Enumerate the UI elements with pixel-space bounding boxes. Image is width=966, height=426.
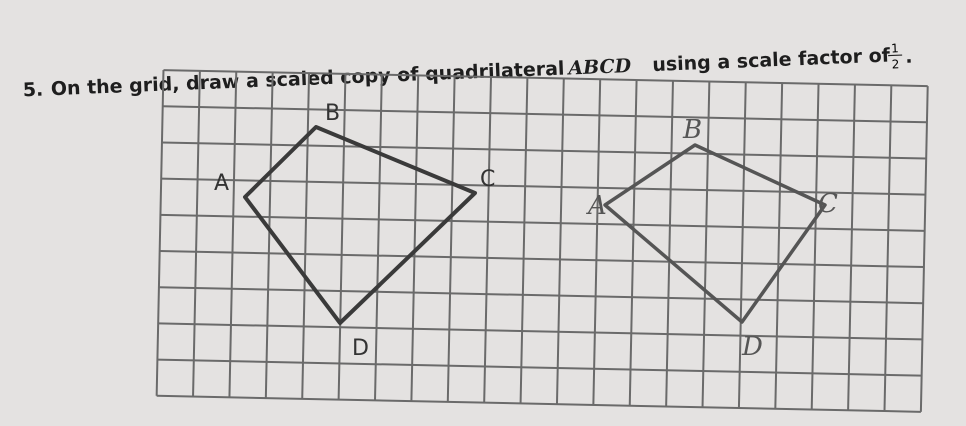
grid-line: [337, 73, 347, 400]
grid-line: [155, 70, 165, 396]
grid-line: [410, 75, 420, 402]
grid-line: [665, 80, 674, 407]
grid-line: [774, 83, 784, 409]
grid-line: [264, 72, 274, 399]
grid: [155, 69, 929, 413]
grid-line: [163, 69, 928, 88]
grid-line: [158, 286, 924, 305]
fraction-numerator: 1: [891, 41, 899, 55]
grid-line: [158, 322, 923, 341]
grid-line: [162, 105, 927, 124]
quadrilateral-abcd: [243, 125, 477, 325]
vertex-label: D: [352, 336, 369, 361]
grid-line: [737, 82, 747, 409]
handwritten-label: C: [818, 189, 838, 219]
handwritten-label: D: [741, 332, 763, 362]
grid-line: [919, 86, 929, 412]
grid-line: [446, 76, 456, 402]
fraction-denominator: 2: [891, 57, 899, 71]
shape-name: ABCD: [566, 55, 632, 80]
grid-line: [847, 84, 856, 411]
grid-line: [156, 394, 921, 413]
handwritten-label: B: [682, 115, 702, 145]
grid-line: [519, 77, 529, 404]
vertex-label: B: [325, 101, 340, 126]
grid-line: [374, 74, 383, 401]
grid-line: [161, 141, 927, 160]
grid-line: [592, 79, 602, 405]
question-end: .: [905, 46, 913, 68]
grid-line: [301, 73, 311, 399]
vertex-label: C: [480, 167, 495, 192]
grid-line: [228, 71, 238, 398]
grid-line: [192, 70, 201, 397]
grid-line: [157, 358, 922, 377]
grid-line: [160, 213, 925, 232]
grid-line: [810, 83, 820, 410]
fraction-bar: [888, 54, 903, 57]
grid-line: [628, 79, 638, 406]
question-number: 5.: [22, 79, 43, 102]
grid-line: [883, 85, 893, 412]
student-drawing: [603, 143, 827, 324]
vertex-label: A: [214, 171, 229, 196]
handwritten-label: A: [586, 191, 607, 221]
grid-line: [701, 81, 711, 408]
grid-line: [555, 78, 565, 405]
grid-line: [483, 76, 493, 403]
